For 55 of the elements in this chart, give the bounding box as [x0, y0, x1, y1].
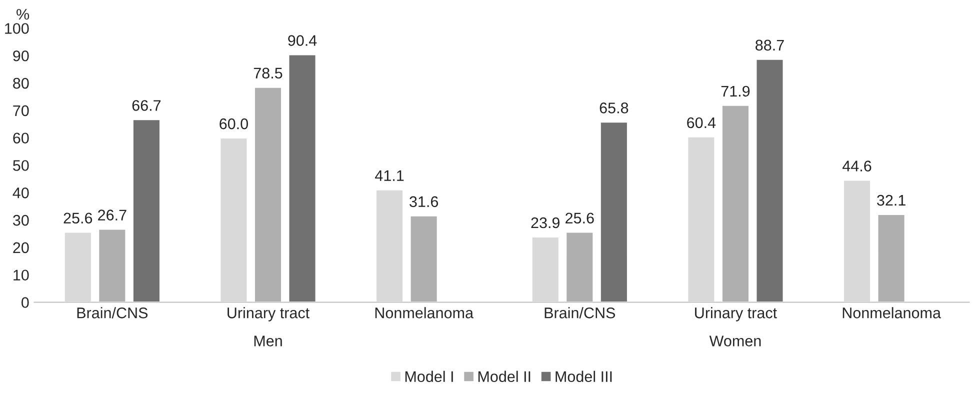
text: Women: [709, 336, 761, 346]
bar: [721, 104, 750, 302]
y-tick-label: 60: [13, 132, 29, 144]
bar: [876, 214, 906, 302]
bar: [600, 121, 628, 302]
bar: [288, 54, 317, 302]
data-label: 31.6: [410, 196, 438, 208]
data-label: 78.5: [254, 68, 282, 79]
data-label: 65.8: [600, 102, 628, 114]
data-label: 60.0: [220, 118, 248, 130]
data-label: 41.1: [375, 170, 404, 181]
legend-label: Model I: [405, 370, 453, 382]
bar: [686, 136, 716, 302]
bar: [842, 179, 872, 302]
data-label: 66.7: [132, 100, 161, 111]
bar: [63, 231, 92, 302]
y-tick-label: 70: [13, 105, 29, 116]
bar: [755, 58, 784, 302]
y-tick-label: 90: [13, 50, 29, 62]
data-label: 71.9: [721, 86, 750, 97]
bar: [565, 231, 594, 302]
bar: [409, 214, 438, 302]
y-tick-label: 50: [13, 160, 29, 171]
y-tick-label: 30: [12, 214, 29, 226]
bar: [375, 188, 404, 302]
data-label: 26.7: [98, 210, 126, 221]
x-tick-label: Brain/CNS: [544, 307, 616, 318]
data-label: 44.6: [842, 160, 872, 172]
y-tick-label: 40: [12, 188, 29, 198]
data-label: 88.7: [756, 40, 784, 51]
y-tick-label: 0: [22, 297, 29, 308]
data-label: 60.4: [687, 117, 716, 128]
data-label: 25.6: [566, 212, 594, 224]
data-label: 90.4: [288, 35, 317, 46]
bar: [98, 228, 127, 302]
y-tick-label: 80: [13, 78, 29, 89]
y-tick-label: 10: [14, 270, 29, 281]
bar: [132, 118, 161, 302]
bar: [530, 236, 560, 302]
data-label: 32.1: [877, 194, 906, 206]
y-tick-label: 100: [5, 23, 29, 34]
legend-label: Model II: [478, 370, 530, 382]
bar: [219, 137, 248, 302]
y-tick-label: 20: [13, 242, 29, 254]
x-tick-label: Nonmelanoma: [375, 307, 474, 318]
data-label: 25.6: [64, 212, 92, 224]
legend-label: Model III: [556, 370, 612, 382]
x-tick-label: Urinary tract: [695, 307, 777, 322]
y-axis-title: %: [16, 8, 30, 20]
text: Men: [254, 336, 282, 346]
x-tick-label: Brain/CNS: [77, 307, 148, 318]
data-label: 23.9: [531, 217, 560, 228]
x-tick-label: Urinary tract: [228, 307, 310, 322]
x-tick-label: Nonmelanoma: [842, 307, 941, 318]
bar: [254, 86, 282, 302]
